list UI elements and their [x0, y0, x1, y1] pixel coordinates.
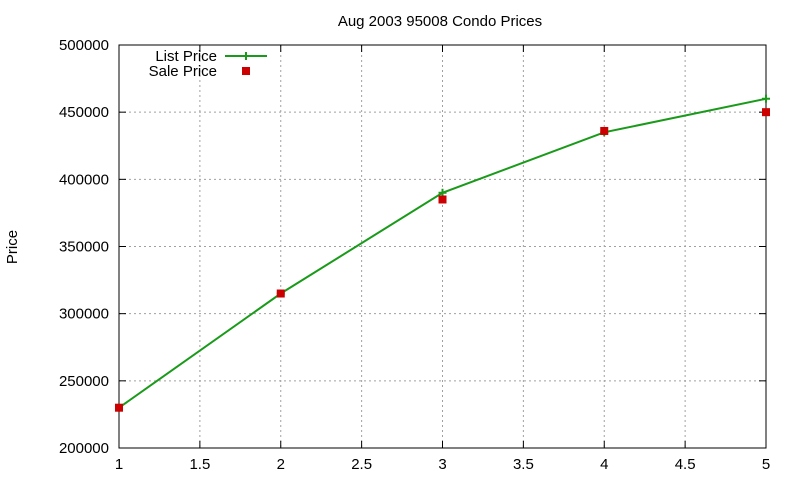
legend-marker-list-price — [242, 52, 250, 60]
list-price-point — [762, 94, 770, 103]
y-tick-label: 450000 — [59, 104, 109, 121]
x-tick-label: 2.5 — [351, 456, 372, 473]
y-tick-label: 200000 — [59, 440, 109, 457]
legend: List Price Sale Price — [149, 48, 267, 80]
y-tick-label: 350000 — [59, 239, 109, 256]
y-axis-label: Price — [4, 230, 21, 264]
y-tick-label: 300000 — [59, 306, 109, 323]
chart-title: Aug 2003 95008 Condo Prices — [338, 13, 542, 30]
sale-price-point — [276, 289, 285, 298]
legend-marker-sale-price — [242, 67, 250, 75]
grid-lines — [119, 45, 766, 448]
axis-ticks — [118, 44, 767, 449]
list-price-point — [438, 188, 447, 197]
y-tick-label: 400000 — [59, 171, 109, 188]
x-tick-label: 1.5 — [189, 456, 210, 473]
x-tick-label: 1 — [115, 456, 123, 473]
x-tick-label: 4 — [600, 456, 608, 473]
y-tick-label: 250000 — [59, 373, 109, 390]
x-tick-label: 4.5 — [675, 456, 696, 473]
sale-price-point — [115, 403, 123, 412]
x-tick-labels: 1 1.5 2 2.5 3 3.5 4 4.5 5 — [115, 456, 770, 473]
legend-label-sale-price: Sale Price — [149, 63, 217, 80]
y-tick-label: 500000 — [59, 37, 109, 54]
legend-label-list-price: List Price — [155, 48, 217, 65]
sale-price-point — [762, 108, 770, 117]
sale-price-point — [600, 126, 609, 135]
y-tick-labels: 200000 250000 300000 350000 400000 450000 5000… — [59, 37, 109, 457]
x-tick-label: 5 — [762, 456, 770, 473]
x-tick-label: 3 — [438, 456, 446, 473]
x-tick-label: 2 — [277, 456, 285, 473]
x-tick-label: 3.5 — [513, 456, 534, 473]
sale-price-point — [438, 195, 447, 204]
series-layer — [115, 94, 770, 412]
